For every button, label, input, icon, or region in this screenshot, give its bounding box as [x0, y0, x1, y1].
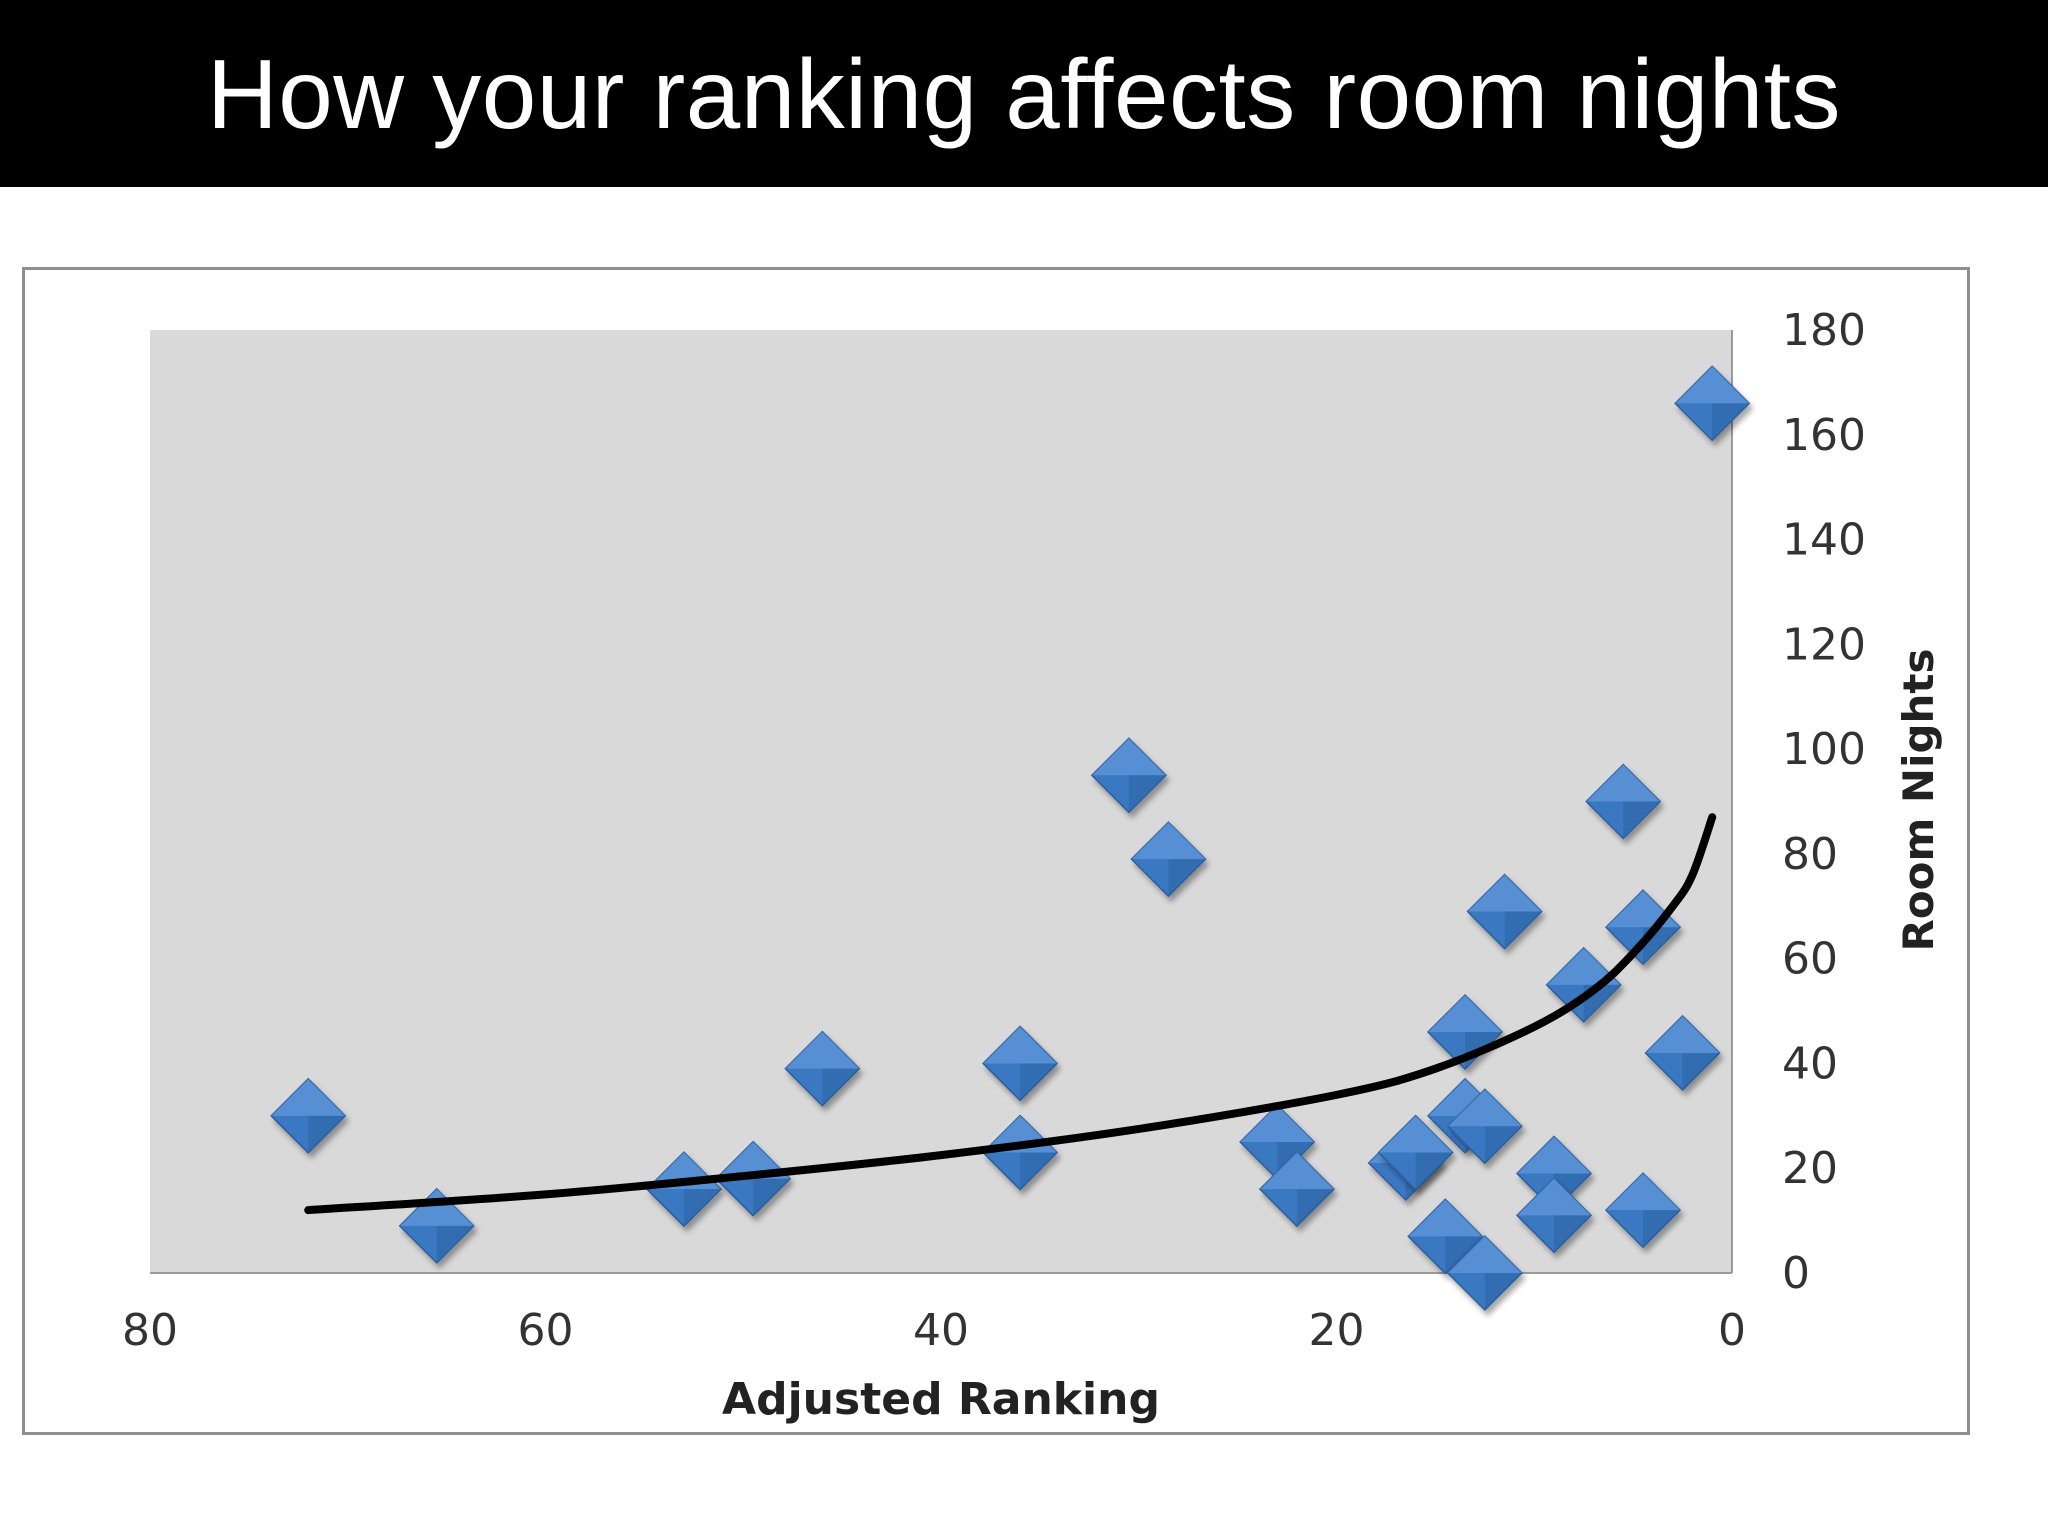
data-point — [270, 1077, 347, 1154]
y-tick-label: 100 — [1782, 724, 1866, 775]
data-point — [982, 1114, 1059, 1191]
data-point — [1644, 1014, 1721, 1092]
y-tick-labels: 0 20 40 60 80 100 120 140 160 180 — [1782, 305, 1866, 1299]
y-tick-label: 180 — [1782, 305, 1866, 356]
marker-layer — [270, 365, 1751, 1312]
x-axis-title: Adjusted Ranking — [722, 1374, 1160, 1425]
data-point — [1674, 365, 1751, 442]
data-point — [1258, 1151, 1336, 1228]
y-tick-label: 40 — [1782, 1038, 1838, 1089]
y-tick-label: 20 — [1782, 1143, 1838, 1194]
x-tick-labels: 80 60 40 20 0 — [122, 1305, 1746, 1356]
x-tick-label: 60 — [518, 1305, 574, 1356]
trend-line — [304, 813, 1717, 1215]
x-tick-label: 20 — [1309, 1305, 1365, 1356]
y-tick-label: 120 — [1782, 619, 1866, 670]
y-axis-title: Room Nights — [1894, 648, 1943, 951]
y-tick-label: 80 — [1782, 829, 1838, 880]
data-point — [1377, 1114, 1454, 1191]
y-tick-label: 60 — [1782, 934, 1838, 985]
data-point — [1130, 821, 1207, 898]
data-point — [1446, 1234, 1523, 1312]
data-point — [1090, 737, 1167, 814]
data-point — [784, 1030, 861, 1107]
data-point — [982, 1025, 1059, 1102]
slide-title: How your ranking affects room nights — [207, 38, 1841, 149]
x-tick-label: 40 — [913, 1305, 969, 1356]
title-bar: How your ranking affects room nights — [0, 0, 2048, 187]
data-point — [1585, 763, 1662, 840]
x-tick-label: 80 — [122, 1305, 178, 1356]
data-point — [1407, 1198, 1484, 1275]
data-point — [398, 1187, 475, 1264]
y-tick-label: 140 — [1782, 515, 1866, 566]
y-tick-label: 160 — [1782, 410, 1866, 461]
data-point — [1446, 1088, 1523, 1165]
data-point — [1515, 1177, 1593, 1254]
data-point — [1466, 873, 1543, 950]
y-tick-label: 0 — [1782, 1248, 1810, 1299]
data-point — [1604, 1172, 1682, 1249]
data-point — [1545, 946, 1622, 1023]
x-tick-label: 0 — [1718, 1305, 1746, 1356]
